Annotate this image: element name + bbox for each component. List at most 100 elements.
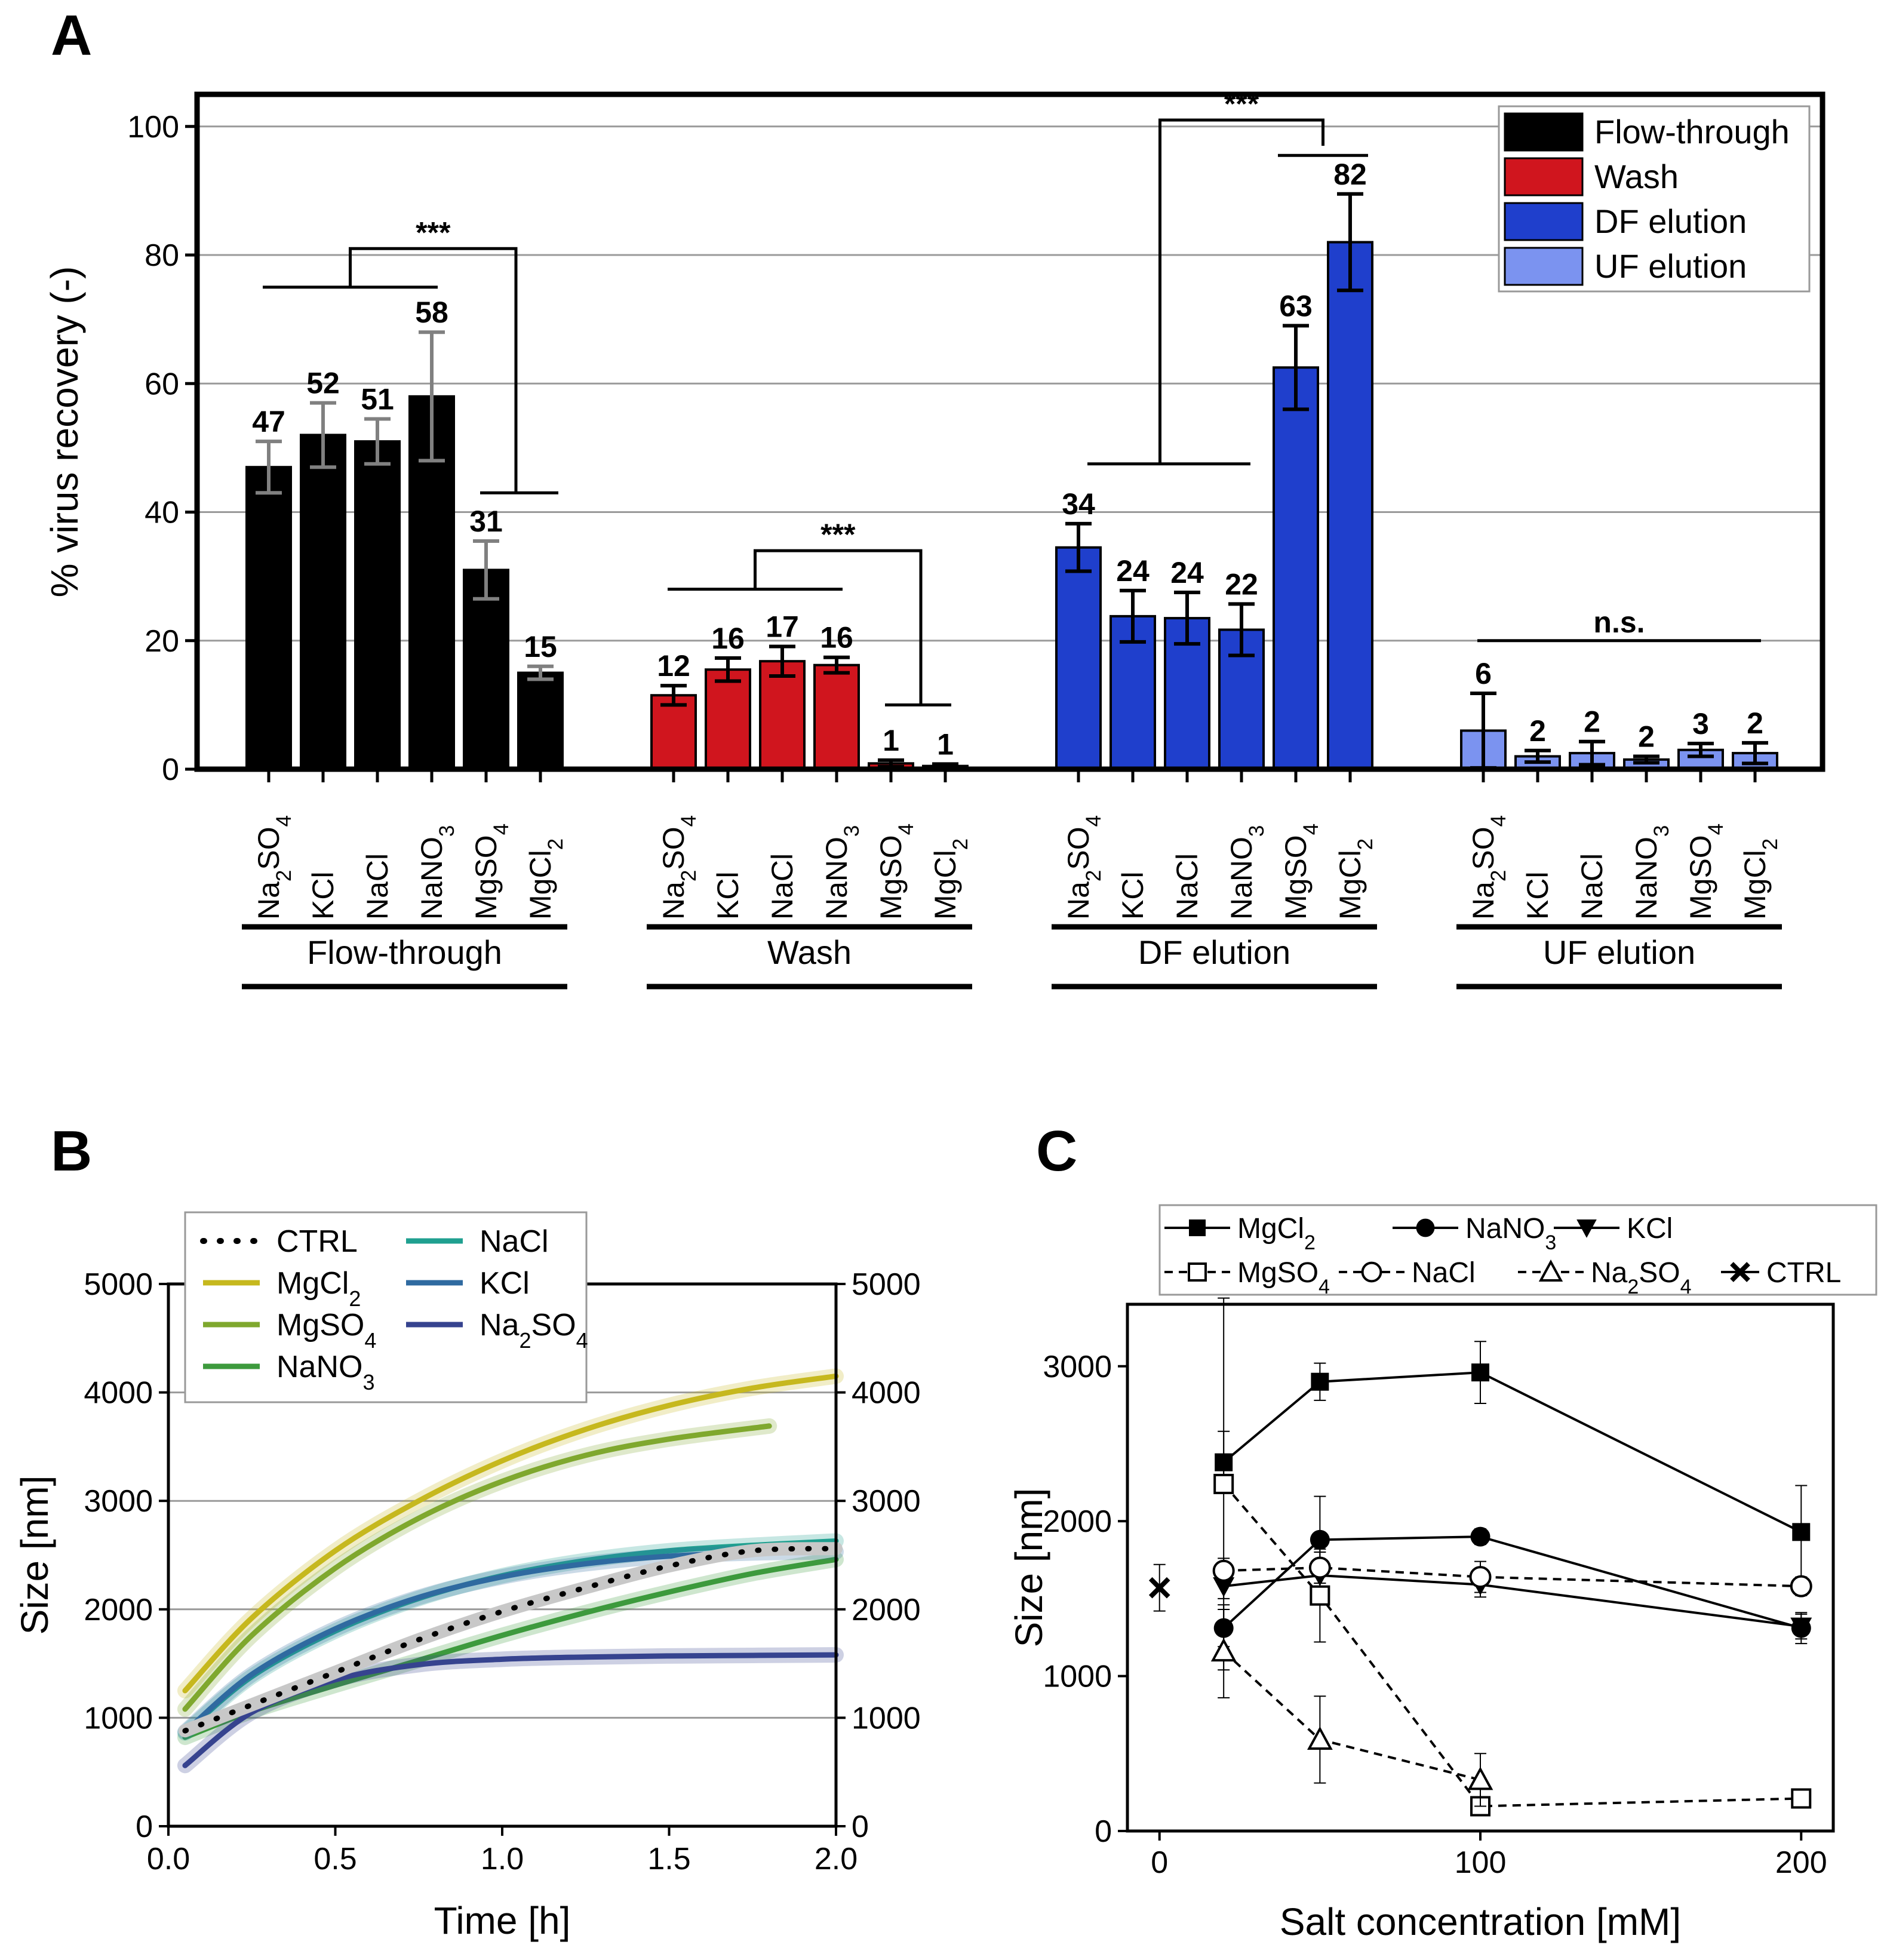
category-label-part: NaNO — [1630, 837, 1663, 920]
category-label-part: MgSO — [469, 835, 503, 920]
y-axis-title: Size [nm] — [1007, 1488, 1050, 1648]
bar-df-elution — [1327, 241, 1373, 770]
legend-label-part: 4 — [364, 1328, 376, 1353]
series-mgso4-marker — [1213, 1473, 1234, 1494]
legend-label-part: NaCl — [480, 1224, 549, 1259]
bar-wash — [759, 660, 806, 770]
legend-label-part: NaNO — [1465, 1213, 1545, 1245]
significance-label: n.s. — [1593, 606, 1645, 639]
significance-label: *** — [820, 518, 856, 551]
legend-label-part: MgSO — [1237, 1257, 1319, 1289]
y-axis-title: % virus recovery (-) — [43, 266, 86, 598]
y-tick-label-right: 0 — [852, 1810, 869, 1844]
value-label: 2 — [1529, 714, 1546, 748]
category-label-part: MgCl — [524, 850, 557, 920]
series-kcl-marker — [1790, 1617, 1812, 1638]
series-ctrl-line — [182, 1546, 839, 1734]
x-tick-label: 2.0 — [815, 1842, 858, 1876]
value-label: 15 — [524, 630, 557, 663]
bar-flow-through — [245, 466, 292, 770]
y-tick-label-right: 1000 — [852, 1701, 921, 1735]
y-tick-label: 1000 — [1043, 1660, 1112, 1694]
value-label: 51 — [361, 382, 394, 416]
category-label-part: SO — [657, 827, 690, 870]
legend-marker — [1188, 1262, 1207, 1282]
category-label: KCl — [306, 871, 340, 920]
legend-label-part: MgCl — [276, 1266, 349, 1301]
x-tick-label: 0.5 — [314, 1842, 356, 1876]
category-label-part: 2 — [1759, 838, 1782, 850]
category-label: NaNO3 — [1225, 825, 1268, 920]
category-label-part: 2 — [544, 838, 567, 850]
series-mgso4-line — [182, 1423, 772, 1712]
category-label-part: 3 — [1650, 825, 1673, 837]
value-label: 31 — [469, 505, 503, 538]
legend-label-part: NaNO — [276, 1350, 362, 1384]
legend-label-part: CTRL — [276, 1224, 358, 1259]
category-label: NaNO3 — [820, 825, 863, 920]
category-label-part: MgCl — [929, 850, 962, 920]
series-nacl-marker — [1212, 1559, 1235, 1582]
legend-label-part: 2 — [349, 1286, 361, 1311]
bar-flow-through — [300, 434, 346, 770]
y-tick-label: 1000 — [84, 1701, 153, 1735]
y-tick-label: 4000 — [84, 1376, 153, 1411]
legend-label: Flow-through — [1594, 113, 1790, 150]
category-label-part: 4 — [1704, 824, 1728, 835]
x-tick-label: 0 — [1151, 1845, 1168, 1880]
series-nacl-line — [1224, 1566, 1802, 1588]
category-label-part: NaCl — [1575, 853, 1609, 920]
y-tick-label: 5000 — [84, 1267, 153, 1302]
y-tick-label-right: 5000 — [852, 1267, 921, 1302]
category-label: NaCl — [361, 853, 394, 920]
value-label: 17 — [766, 610, 799, 643]
y-tick-label: 0 — [162, 752, 179, 787]
panel-b-line-chart: 0 0 1000 1000 2000 2000 3000 3000 4000 4000 5000 50… — [13, 1211, 921, 1942]
series-mgcl2-line — [1222, 1371, 1802, 1534]
category-label: KCl — [1521, 871, 1554, 920]
category-label-part: 4 — [1082, 815, 1105, 827]
bar-df-elution — [1055, 546, 1102, 770]
significance-bracket — [1158, 118, 1324, 464]
panel-c-line-chart: 0 1000 2000 3000 0 100 200 Salt concentration [… — [1007, 1204, 1877, 1943]
category-label-part: KCl — [1521, 871, 1554, 920]
legend-marker — [1416, 1218, 1435, 1237]
category-label-part: 3 — [435, 825, 459, 837]
legend-swatch — [1504, 112, 1584, 152]
x-tick-label: 0.0 — [147, 1842, 190, 1876]
y-tick-label: 80 — [145, 238, 179, 273]
legend-label: NaNO3 — [1465, 1213, 1556, 1254]
value-label: 16 — [820, 621, 853, 655]
legend-label-part: 3 — [1545, 1231, 1556, 1254]
category-label-part: KCl — [1116, 871, 1150, 920]
value-label: 24 — [1170, 556, 1204, 589]
legend-label-part: 3 — [362, 1370, 374, 1394]
legend-label: NaCl — [480, 1224, 549, 1259]
legend-label-part: SO — [1639, 1257, 1680, 1289]
category-label: NaCl — [1170, 853, 1204, 920]
value-label: 63 — [1279, 289, 1313, 322]
category-label-part: 2 — [272, 870, 296, 881]
y-tick-label: 3000 — [84, 1484, 153, 1519]
plot-frame — [1126, 1302, 1835, 1833]
series-nacl-marker — [1469, 1566, 1492, 1589]
category-label: Na2SO4 — [1467, 815, 1510, 920]
legend-label-part: KCl — [480, 1266, 530, 1301]
group-label: Wash — [767, 933, 852, 971]
category-label-part: 2 — [1487, 870, 1510, 881]
value-label: 24 — [1116, 554, 1150, 588]
x-tick-label: 1.0 — [481, 1842, 524, 1876]
group-label: UF elution — [1543, 933, 1695, 971]
group-label: DF elution — [1138, 933, 1290, 971]
category-label: MgCl2 — [1738, 838, 1782, 920]
category-label-part: 4 — [895, 824, 918, 835]
y-tick-label: 3000 — [1043, 1350, 1112, 1384]
legend-label: KCl — [1627, 1213, 1673, 1245]
legend-label: CTRL — [1766, 1257, 1841, 1289]
legend-label-part: 4 — [576, 1328, 588, 1353]
category-label-part: KCl — [711, 871, 745, 920]
series-mgso4-marker — [1310, 1585, 1330, 1606]
x-tick-label: 100 — [1455, 1845, 1507, 1880]
category-label-part: 2 — [1354, 838, 1377, 850]
